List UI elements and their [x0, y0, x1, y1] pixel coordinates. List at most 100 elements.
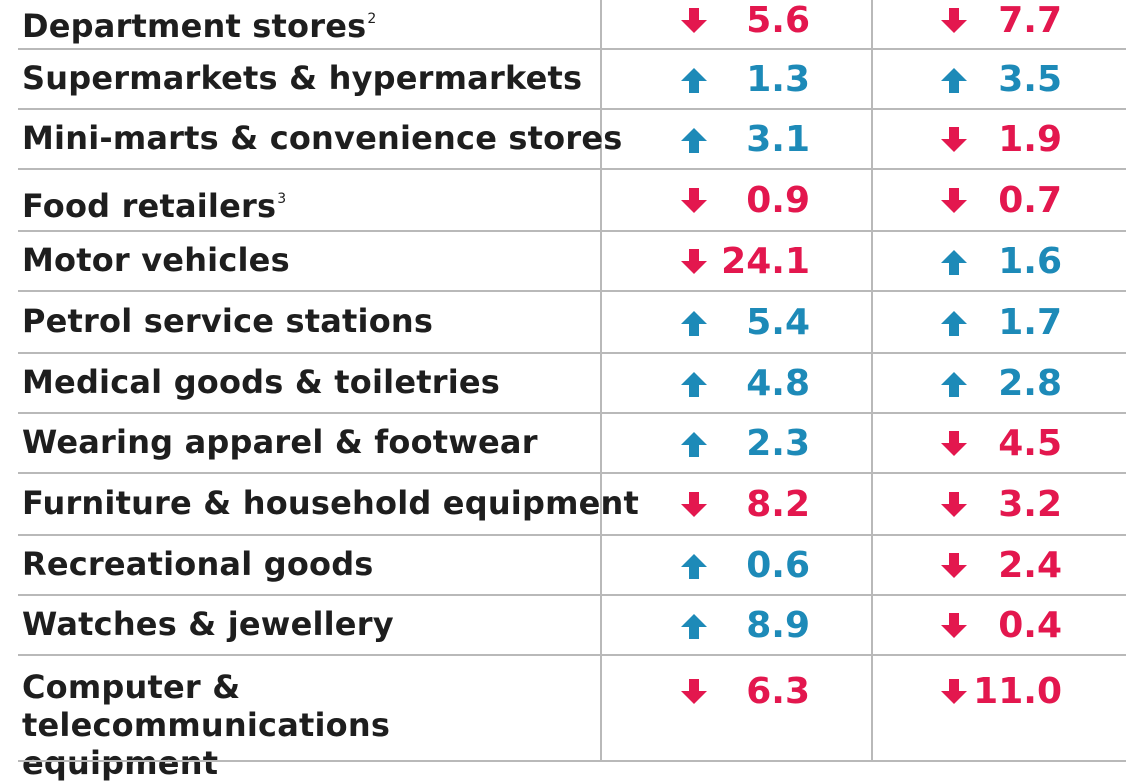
col2-value: 4.5: [998, 423, 1062, 464]
row-label: Food retailers3: [22, 180, 286, 225]
row-label-line: Computer &: [22, 668, 241, 706]
table-row: Motor vehicles 24.1 1.6: [0, 230, 1140, 290]
arrow-up-icon: [941, 311, 967, 336]
arrow-down-icon: [941, 613, 967, 638]
col2-value: 11.0: [973, 671, 1062, 712]
row-label-text: Recreational goods: [22, 545, 374, 583]
col1-value: 2.3: [746, 423, 810, 464]
col1-value: 6.3: [746, 671, 810, 712]
column-divider: [871, 0, 873, 760]
table-row: Furniture & household equipment 8.2 3.2: [0, 472, 1140, 534]
row-label: Mini-marts & convenience stores: [22, 119, 623, 157]
table-row: Recreational goods 0.6 2.4: [0, 534, 1140, 594]
column-divider: [600, 0, 602, 760]
row-label-line: telecommunications equipment: [22, 706, 391, 782]
row-label: Furniture & household equipment: [22, 484, 639, 522]
row-label: Medical goods & toiletries: [22, 363, 500, 401]
col1-value: 5.6: [746, 0, 810, 41]
col1-value: 24.1: [721, 241, 810, 282]
arrow-down-icon: [941, 188, 967, 213]
row-divider: [18, 760, 1126, 762]
row-label: Motor vehicles: [22, 241, 290, 279]
table-row: Mini-marts & convenience stores 3.1 1.9: [0, 108, 1140, 168]
arrow-up-icon: [681, 311, 707, 336]
arrow-down-icon: [681, 679, 707, 704]
col2-value: 2.4: [998, 545, 1062, 586]
arrow-up-icon: [681, 68, 707, 93]
col1-value: 8.2: [746, 484, 810, 525]
col2-value: 3.2: [998, 484, 1062, 525]
table-row: Department stores2 5.6 7.7: [0, 0, 1140, 48]
arrow-up-icon: [941, 68, 967, 93]
arrow-up-icon: [681, 128, 707, 153]
row-divider: [18, 290, 1126, 292]
footnote-marker: 2: [367, 11, 377, 27]
col1-value: 8.9: [746, 605, 810, 646]
row-divider: [18, 472, 1126, 474]
row-label-text: Wearing apparel & footwear: [22, 423, 538, 461]
col1-value: 5.4: [746, 302, 810, 343]
arrow-down-icon: [681, 8, 707, 33]
row-label: Supermarkets & hypermarkets: [22, 59, 582, 97]
row-divider: [18, 108, 1126, 110]
arrow-down-icon: [941, 127, 967, 152]
arrow-up-icon: [941, 250, 967, 275]
arrow-down-icon: [941, 8, 967, 33]
arrow-down-icon: [681, 188, 707, 213]
table-row: Supermarkets & hypermarkets 1.3 3.5: [0, 48, 1140, 108]
table-row: Medical goods & toiletries 4.8 2.8: [0, 352, 1140, 412]
row-label-text: Medical goods & toiletries: [22, 363, 501, 401]
row-label: Watches & jewellery: [22, 605, 394, 643]
col2-value: 0.7: [998, 180, 1062, 221]
row-label-text: Furniture & household equipment: [22, 484, 639, 522]
arrow-up-icon: [681, 554, 707, 579]
arrow-down-icon: [941, 679, 967, 704]
row-label: Wearing apparel & footwear: [22, 423, 538, 461]
arrow-up-icon: [681, 432, 707, 457]
row-label-text: Supermarkets & hypermarkets: [22, 59, 583, 97]
arrow-down-icon: [681, 249, 707, 274]
table-row: Petrol service stations 5.4 1.7: [0, 290, 1140, 352]
row-label-text: Mini-marts & convenience stores: [22, 119, 623, 157]
table-row: Watches & jewellery 8.9 0.4: [0, 594, 1140, 654]
table-row: Computer & telecommunications equipment 6.…: [0, 654, 1140, 782]
row-label-text: Motor vehicles: [22, 241, 290, 279]
arrow-up-icon: [681, 614, 707, 639]
row-divider: [18, 534, 1126, 536]
col2-value: 2.8: [998, 363, 1062, 404]
footnote-marker: 3: [277, 191, 287, 207]
col1-value: 0.6: [746, 545, 810, 586]
col2-value: 1.6: [998, 241, 1062, 282]
arrow-down-icon: [941, 431, 967, 456]
row-label: Petrol service stations: [22, 302, 433, 340]
row-divider: [18, 168, 1126, 170]
row-divider: [18, 230, 1126, 232]
row-label: Recreational goods: [22, 545, 374, 583]
row-divider: [18, 594, 1126, 596]
row-label-text: Food retailers: [22, 187, 277, 225]
row-divider: [18, 654, 1126, 656]
row-divider: [18, 412, 1126, 414]
row-label-text: Watches & jewellery: [22, 605, 394, 643]
col1-value: 3.1: [746, 119, 810, 160]
arrow-up-icon: [681, 372, 707, 397]
arrow-down-icon: [681, 492, 707, 517]
row-label-text: Department stores: [22, 7, 367, 45]
col2-value: 0.4: [998, 605, 1062, 646]
row-divider: [18, 352, 1126, 354]
row-label: Computer & telecommunications equipment: [22, 668, 592, 782]
col2-value: 1.9: [998, 119, 1062, 160]
row-divider: [18, 48, 1126, 50]
arrow-down-icon: [941, 553, 967, 578]
col2-value: 3.5: [998, 59, 1062, 100]
col1-value: 0.9: [746, 180, 810, 221]
arrow-down-icon: [941, 492, 967, 517]
row-label-text: Petrol service stations: [22, 302, 434, 340]
col2-value: 7.7: [998, 0, 1062, 41]
col1-value: 4.8: [746, 363, 810, 404]
table-row: Food retailers3 0.9 0.7: [0, 168, 1140, 230]
col2-value: 1.7: [998, 302, 1062, 343]
col1-value: 1.3: [746, 59, 810, 100]
arrow-up-icon: [941, 372, 967, 397]
